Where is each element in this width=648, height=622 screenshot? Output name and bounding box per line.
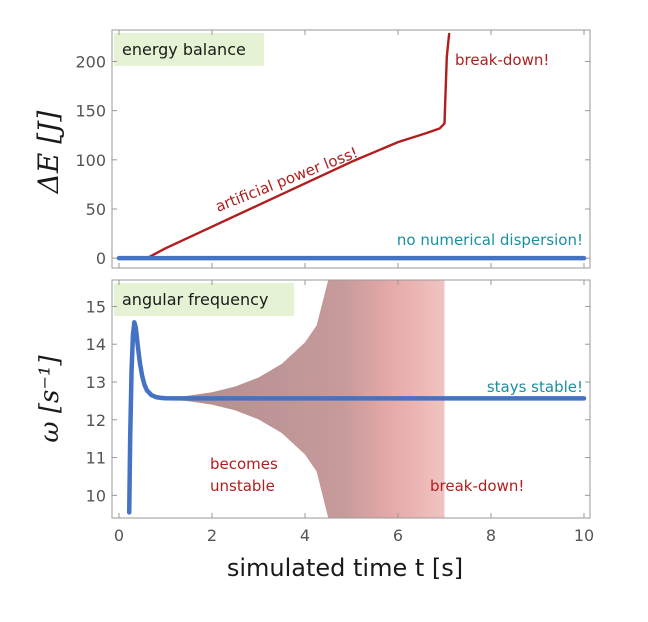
energy-annotation-no-dispersion: no numerical dispersion!: [397, 231, 583, 249]
x-tick-label: 0: [114, 526, 124, 545]
y-tick-label: 0: [96, 249, 106, 268]
y-tick-label: 50: [86, 200, 106, 219]
frequency-annotation-stays-stable: stays stable!: [487, 378, 583, 396]
y-tick-label: 10: [86, 486, 106, 505]
energy-annotation-power-loss: artificial power loss!: [213, 143, 361, 215]
frequency-y-ticks: 10 11 12 13 14 15: [86, 297, 590, 505]
frequency-series: [126, 320, 587, 515]
energy-x-ticks: [118, 30, 585, 268]
frequency-panel-label: angular frequency: [122, 290, 268, 309]
frequency-annotation-unstable: unstable: [210, 477, 275, 495]
y-tick-label: 12: [86, 411, 106, 430]
x-tick-label: 2: [207, 526, 217, 545]
x-tick-label: 4: [300, 526, 310, 545]
frequency-annotation-becomes: becomes: [210, 455, 278, 473]
energy-series: [116, 32, 587, 261]
y-tick-label: 200: [75, 52, 106, 71]
frequency-annotation-breakdown: break-down!: [430, 477, 524, 495]
red-series-line: [117, 32, 451, 260]
y-tick-label: 11: [86, 449, 106, 468]
y-tick-label: 150: [75, 102, 106, 121]
x-tick-label: 10: [574, 526, 594, 545]
energy-panel-label: energy balance: [122, 40, 246, 59]
x-tick-label: 8: [486, 526, 496, 545]
y-tick-label: 15: [86, 297, 106, 316]
x-tick-label: 6: [393, 526, 403, 545]
blue-series-line: [126, 320, 587, 515]
energy-y-axis-label: ΔE [J]: [32, 111, 65, 195]
frequency-panel-label-box: [114, 283, 294, 316]
y-tick-label: 14: [86, 335, 106, 354]
energy-panel-label-box: [114, 33, 264, 66]
x-axis-label: simulated time t [s]: [227, 554, 463, 582]
energy-y-ticks: 0 50 100 150 200: [75, 52, 590, 268]
frequency-y-axis-label: ω [s⁻¹]: [35, 355, 65, 443]
y-tick-label: 13: [86, 373, 106, 392]
energy-annotation-breakdown: break-down!: [455, 51, 549, 69]
frequency-x-ticks: [118, 280, 585, 518]
frequency-panel: angular frequency 10 11 12 13 14 15 stays sta…: [35, 279, 594, 582]
energy-panel-frame: [111, 29, 591, 269]
frequency-panel-frame: [111, 279, 591, 519]
y-tick-label: 100: [75, 151, 106, 170]
frequency-x-tick-labels: 0 2 4 6 8 10: [114, 526, 594, 545]
